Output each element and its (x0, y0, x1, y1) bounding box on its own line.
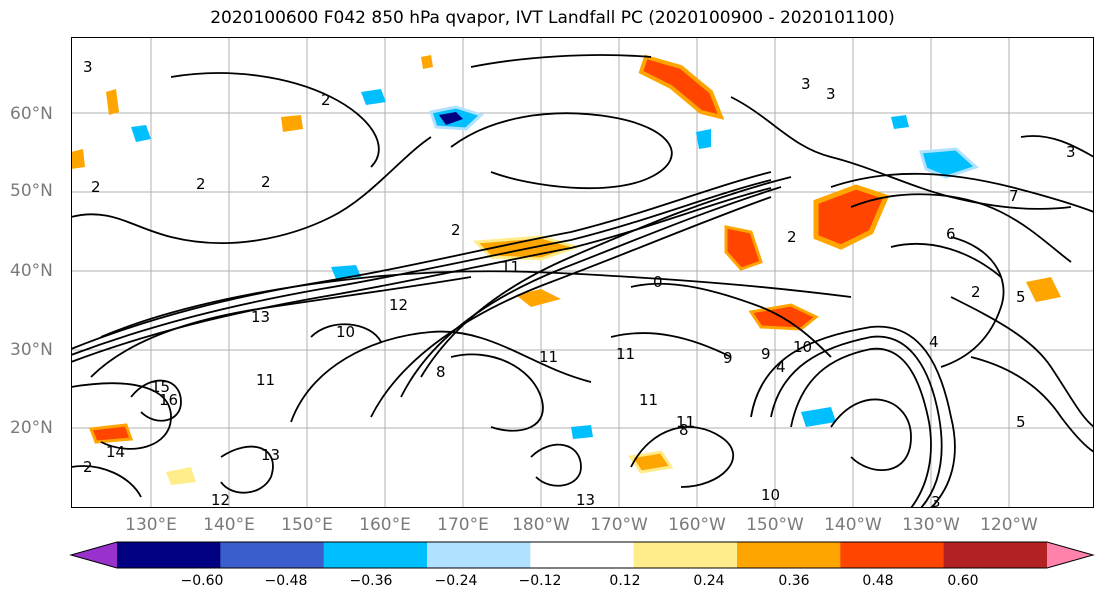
contour-label: 13 (251, 308, 270, 326)
ivt-contours (71, 54, 1094, 508)
lon-label: 140°W (824, 515, 882, 535)
contour-label: 11 (676, 413, 695, 431)
colorbar-tick: 0.48 (862, 573, 894, 589)
lon-label: 140°E (203, 515, 255, 535)
contour-label: 8 (436, 363, 446, 381)
lon-label: 170°W (590, 515, 648, 535)
contour-label: 3 (826, 85, 836, 103)
contour-labels: 3 2 2 2 2 2 2 3 3 3 7 6 2 2 0 11 12 13 1… (83, 58, 1076, 508)
colorbar-tick: −0.24 (434, 573, 478, 589)
colorbar-extend-max (1047, 542, 1093, 568)
contour-label: 2 (196, 175, 206, 193)
lon-label: 120°W (980, 515, 1038, 535)
lat-label: 50°N (10, 181, 53, 201)
contour-label: 7 (1009, 187, 1019, 205)
lon-label: 170°E (437, 515, 489, 535)
figure-title: 2020100600 F042 850 hPa qvapor, IVT Land… (210, 8, 895, 28)
contour-label: 5 (1016, 413, 1026, 431)
lat-label: 40°N (10, 261, 53, 281)
colorbar-bin (220, 542, 325, 568)
contour-label: 9 (723, 349, 733, 367)
colorbar-bin (117, 542, 221, 568)
lat-label: 60°N (10, 104, 53, 124)
positive-anomaly-patches (71, 54, 1061, 485)
contour-label: 11 (501, 258, 520, 276)
lon-label: 130°W (902, 515, 960, 535)
contour-label: 10 (793, 338, 812, 356)
contour-label: 0 (653, 273, 663, 291)
contour-label: 12 (211, 491, 230, 508)
contour-label: 11 (616, 345, 635, 363)
contour-label: 12 (389, 296, 408, 314)
colorbar-tick: −0.36 (349, 573, 393, 589)
colorbar-bins (71, 542, 1093, 568)
contour-label: 3 (931, 493, 941, 508)
colorbar-tick: −0.60 (180, 573, 224, 589)
lon-label: 130°E (125, 515, 177, 535)
colorbar-bin (427, 542, 531, 568)
contour-label: 3 (801, 75, 811, 93)
contour-label: 9 (761, 345, 771, 363)
colorbar-bin (633, 542, 738, 568)
colorbar-bin (323, 542, 428, 568)
lon-label: 160°W (668, 515, 726, 535)
contour-label: 11 (539, 348, 558, 366)
colorbar (69, 541, 1095, 569)
contour-label: 10 (761, 486, 780, 504)
contour-label: 14 (106, 443, 125, 461)
contour-label: 13 (261, 446, 280, 464)
contour-label: 8 (679, 421, 689, 439)
colorbar-bin (530, 542, 635, 568)
lat-label: 30°N (10, 340, 53, 360)
contour-label: 16 (159, 391, 178, 409)
contour-label: 4 (929, 333, 939, 351)
contour-label: 11 (639, 391, 658, 409)
colorbar-extend-min (71, 542, 117, 568)
colorbar-outline (69, 541, 1095, 569)
map-frame (71, 37, 1094, 508)
colorbar-tick: 0.12 (609, 573, 641, 589)
contour-label: 11 (256, 371, 275, 389)
map-panel: 3 2 2 2 2 2 2 3 3 3 7 6 2 2 0 11 12 13 1… (71, 37, 1094, 508)
contour-label: 2 (451, 221, 461, 239)
colorbar-tick: −0.12 (518, 573, 562, 589)
map-gridlines (71, 37, 1094, 508)
contour-label: 13 (576, 491, 595, 508)
lon-label: 160°E (359, 515, 411, 535)
contour-label: 2 (261, 173, 271, 191)
colorbar-bin (840, 542, 945, 568)
colorbar-tick: −0.48 (264, 573, 308, 589)
colorbar-tick: 0.60 (947, 573, 979, 589)
lon-label: 180°W (512, 515, 570, 535)
contour-label: 2 (971, 283, 981, 301)
contour-label: 5 (1016, 288, 1026, 306)
contour-label: 2 (83, 458, 93, 476)
contour-label: 3 (83, 58, 93, 76)
contour-label: 15 (151, 378, 170, 396)
lon-label: 150°W (746, 515, 804, 535)
contour-label: 4 (776, 358, 786, 376)
contour-label: 6 (946, 225, 956, 243)
contour-label: 2 (321, 91, 331, 109)
colorbar-bin (737, 542, 841, 568)
colorbar-tick: 0.24 (693, 573, 725, 589)
contour-label: 2 (787, 228, 797, 246)
lat-label: 20°N (10, 418, 53, 438)
colorbar-tick: 0.36 (778, 573, 810, 589)
contour-label: 2 (91, 178, 101, 196)
contour-label: 10 (336, 323, 355, 341)
colorbar-bin (943, 542, 1048, 568)
lon-label: 150°E (281, 515, 333, 535)
contour-label: 3 (1066, 143, 1076, 161)
